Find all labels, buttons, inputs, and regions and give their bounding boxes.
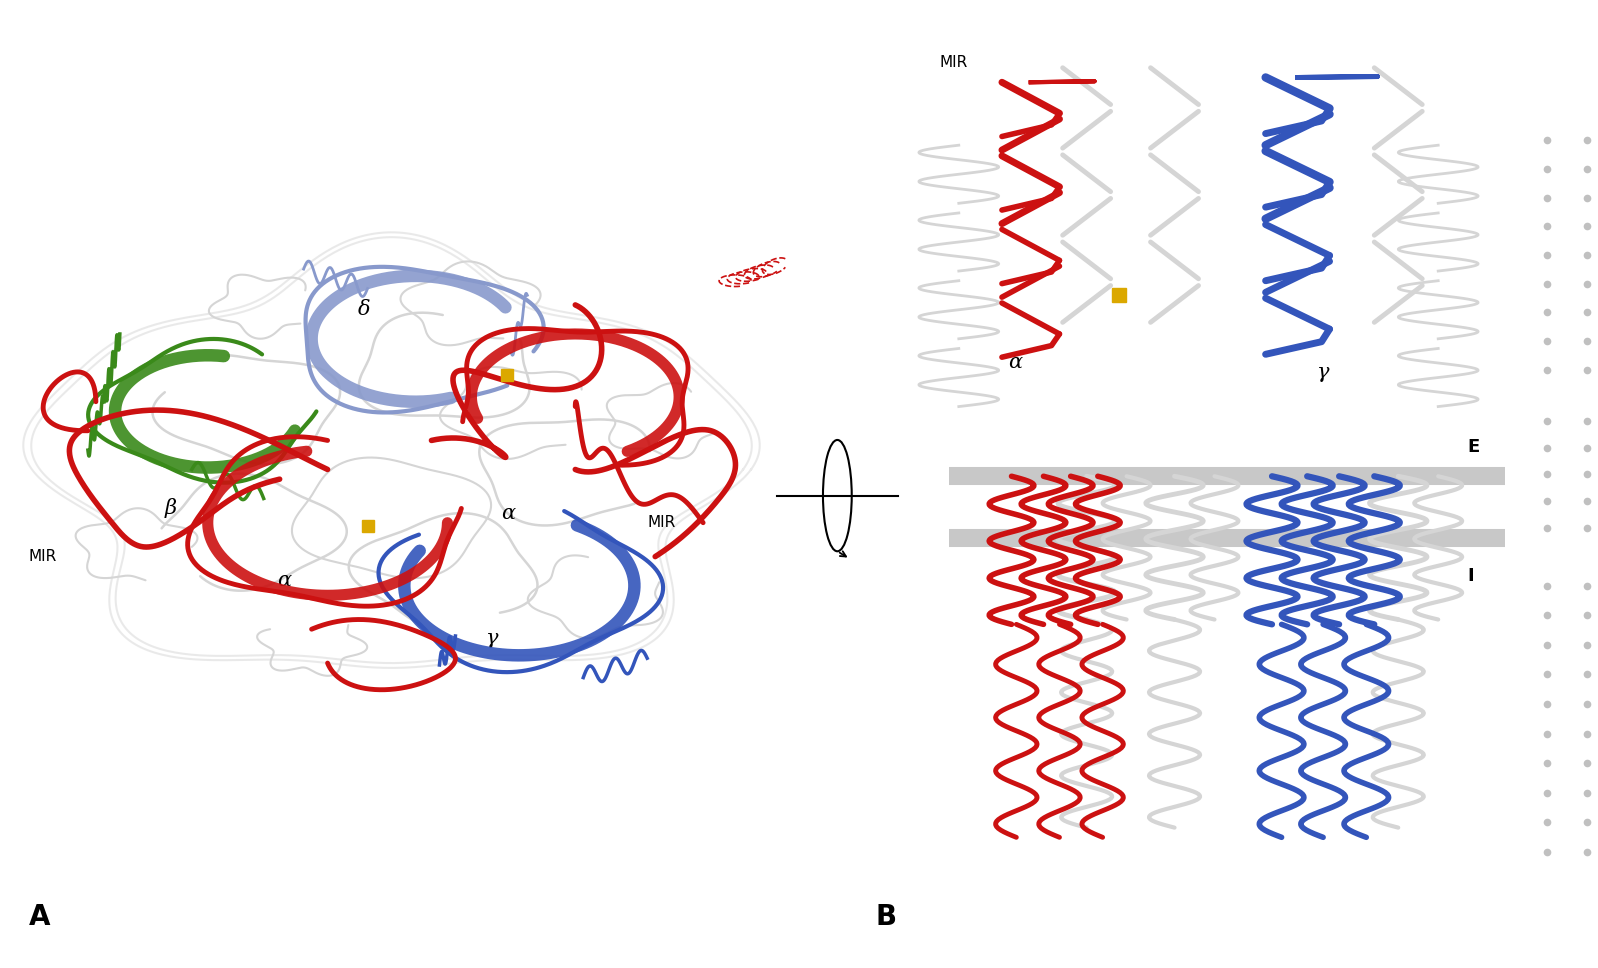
Text: γ: γ [1317, 363, 1330, 382]
Text: α: α [278, 571, 291, 590]
Text: α: α [1008, 353, 1021, 373]
Text: MIR: MIR [647, 515, 676, 530]
Text: B: B [876, 903, 896, 931]
Text: MIR: MIR [29, 549, 58, 564]
Text: I: I [1467, 567, 1473, 585]
Text: α: α [502, 503, 515, 523]
Text: A: A [29, 903, 50, 931]
Text: δ: δ [358, 300, 371, 319]
Text: β: β [165, 499, 177, 518]
Text: MIR: MIR [940, 55, 968, 71]
Text: γ: γ [486, 629, 499, 649]
Text: E: E [1467, 439, 1480, 456]
